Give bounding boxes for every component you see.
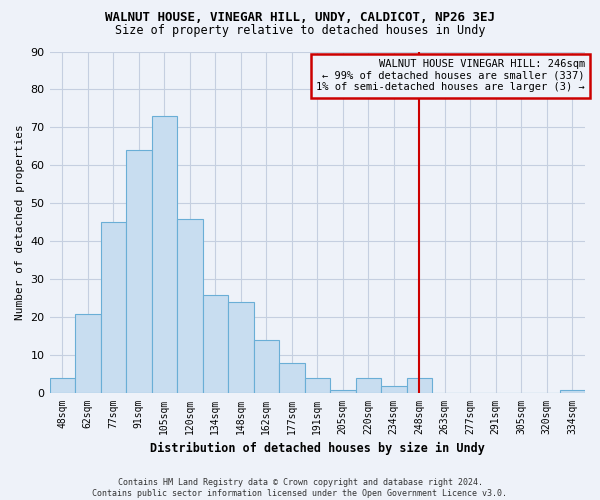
Bar bbox=[75, 314, 101, 394]
X-axis label: Distribution of detached houses by size in Undy: Distribution of detached houses by size … bbox=[150, 442, 485, 455]
Bar bbox=[254, 340, 279, 394]
Bar bbox=[50, 378, 75, 394]
Bar bbox=[152, 116, 177, 394]
Text: WALNUT HOUSE VINEGAR HILL: 246sqm
← 99% of detached houses are smaller (337)
1% : WALNUT HOUSE VINEGAR HILL: 246sqm ← 99% … bbox=[316, 59, 585, 92]
Bar bbox=[560, 390, 585, 394]
Bar bbox=[330, 390, 356, 394]
Bar bbox=[177, 218, 203, 394]
Bar bbox=[279, 363, 305, 394]
Bar bbox=[407, 378, 432, 394]
Y-axis label: Number of detached properties: Number of detached properties bbox=[15, 124, 25, 320]
Text: WALNUT HOUSE, VINEGAR HILL, UNDY, CALDICOT, NP26 3EJ: WALNUT HOUSE, VINEGAR HILL, UNDY, CALDIC… bbox=[105, 11, 495, 24]
Bar bbox=[305, 378, 330, 394]
Bar bbox=[101, 222, 126, 394]
Bar bbox=[228, 302, 254, 394]
Bar bbox=[126, 150, 152, 394]
Bar bbox=[381, 386, 407, 394]
Bar bbox=[356, 378, 381, 394]
Text: Size of property relative to detached houses in Undy: Size of property relative to detached ho… bbox=[115, 24, 485, 37]
Bar bbox=[203, 294, 228, 394]
Text: Contains HM Land Registry data © Crown copyright and database right 2024.
Contai: Contains HM Land Registry data © Crown c… bbox=[92, 478, 508, 498]
